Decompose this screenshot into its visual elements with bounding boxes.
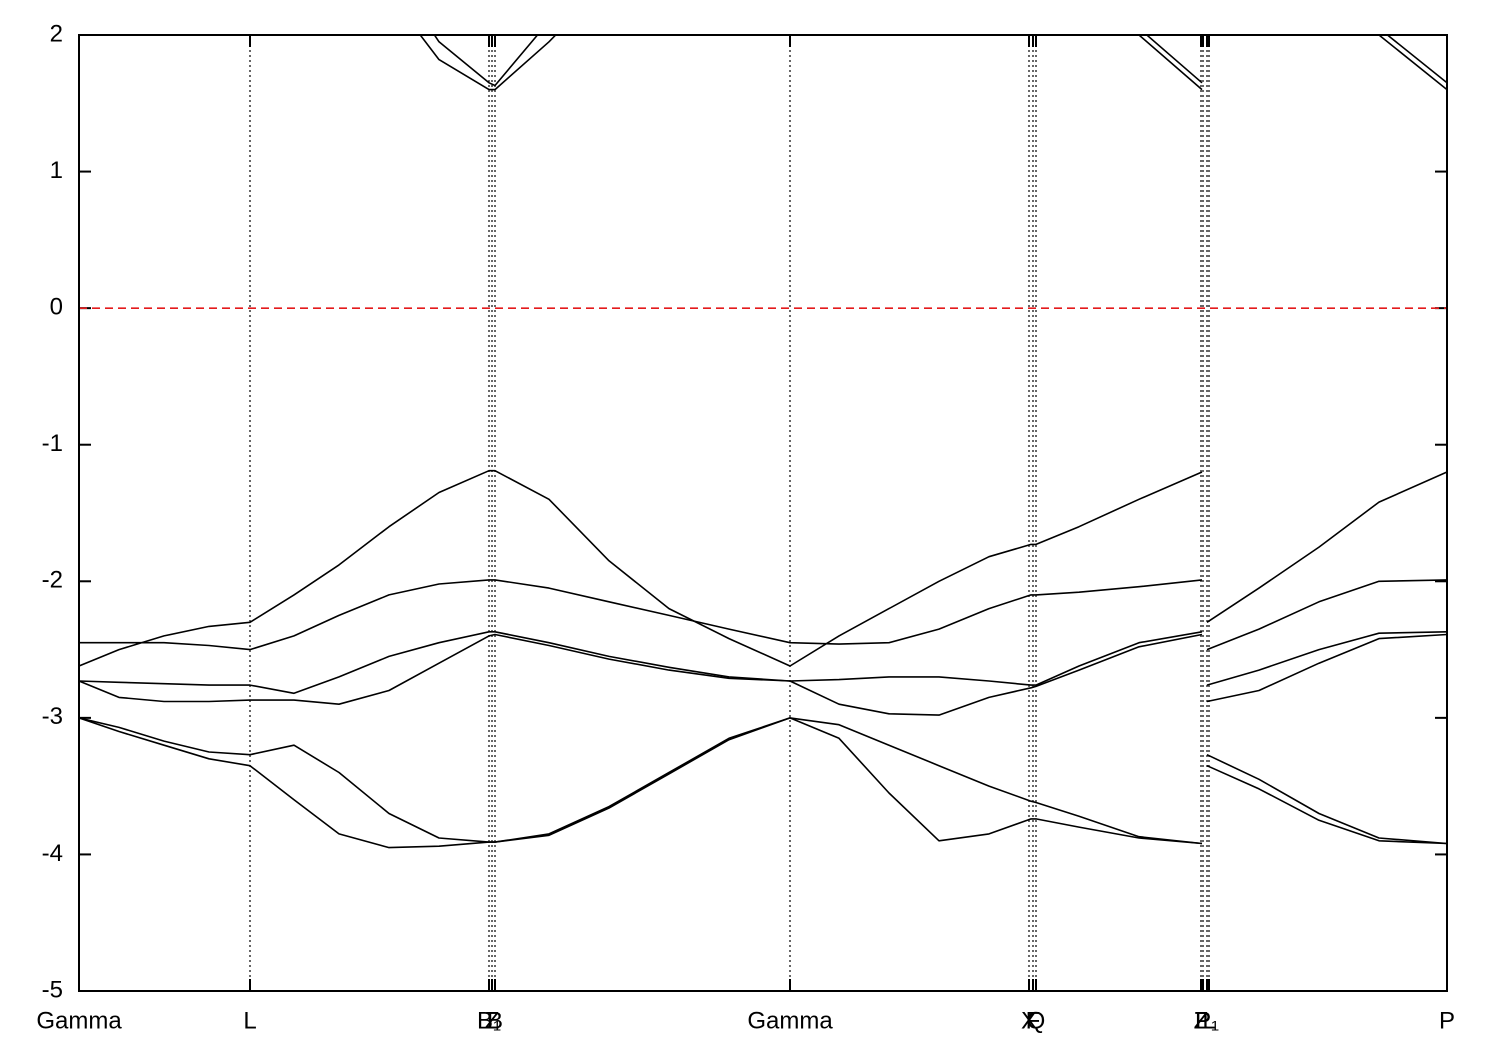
y-tick-label: 2 <box>50 20 63 47</box>
x-tick-label: Gamma <box>36 1007 122 1034</box>
y-tick-label: -4 <box>42 840 63 867</box>
x-tick-label: B₁ <box>477 1007 501 1034</box>
x-tick-label: L <box>1202 1007 1215 1034</box>
band-line <box>79 717 1447 845</box>
bands <box>79 35 1447 849</box>
band-line <box>79 469 1447 667</box>
y-tick-label: -3 <box>42 703 63 730</box>
y-tick-label: 0 <box>50 293 63 320</box>
y-tick-label: 1 <box>50 157 63 184</box>
x-tick-label: P₁ <box>1195 1007 1219 1034</box>
x-tick-label: P <box>1195 1007 1211 1034</box>
x-tick-label: B <box>487 1007 503 1034</box>
band-line <box>79 631 1447 695</box>
y-tick-label: -5 <box>42 976 63 1003</box>
band-line <box>419 35 1447 91</box>
band-line <box>79 633 1447 716</box>
y-tick-label: -2 <box>42 567 63 594</box>
x-tick-label: Q <box>1027 1007 1046 1034</box>
x-tick-label: P <box>1439 1007 1455 1034</box>
x-tick-label: F <box>1026 1007 1041 1034</box>
x-tick-label: Gamma <box>747 1007 833 1034</box>
plot-frame <box>78 34 1448 992</box>
band-line <box>433 35 1447 87</box>
x-tick-label: L <box>243 1007 256 1034</box>
band-line <box>79 579 1447 651</box>
band-line <box>79 717 1447 849</box>
x-tick-label: Z <box>1194 1007 1209 1034</box>
x-tick-label: X <box>1021 1007 1037 1034</box>
x-tick-label: Z <box>485 1007 500 1034</box>
y-tick-label: -1 <box>42 430 63 457</box>
